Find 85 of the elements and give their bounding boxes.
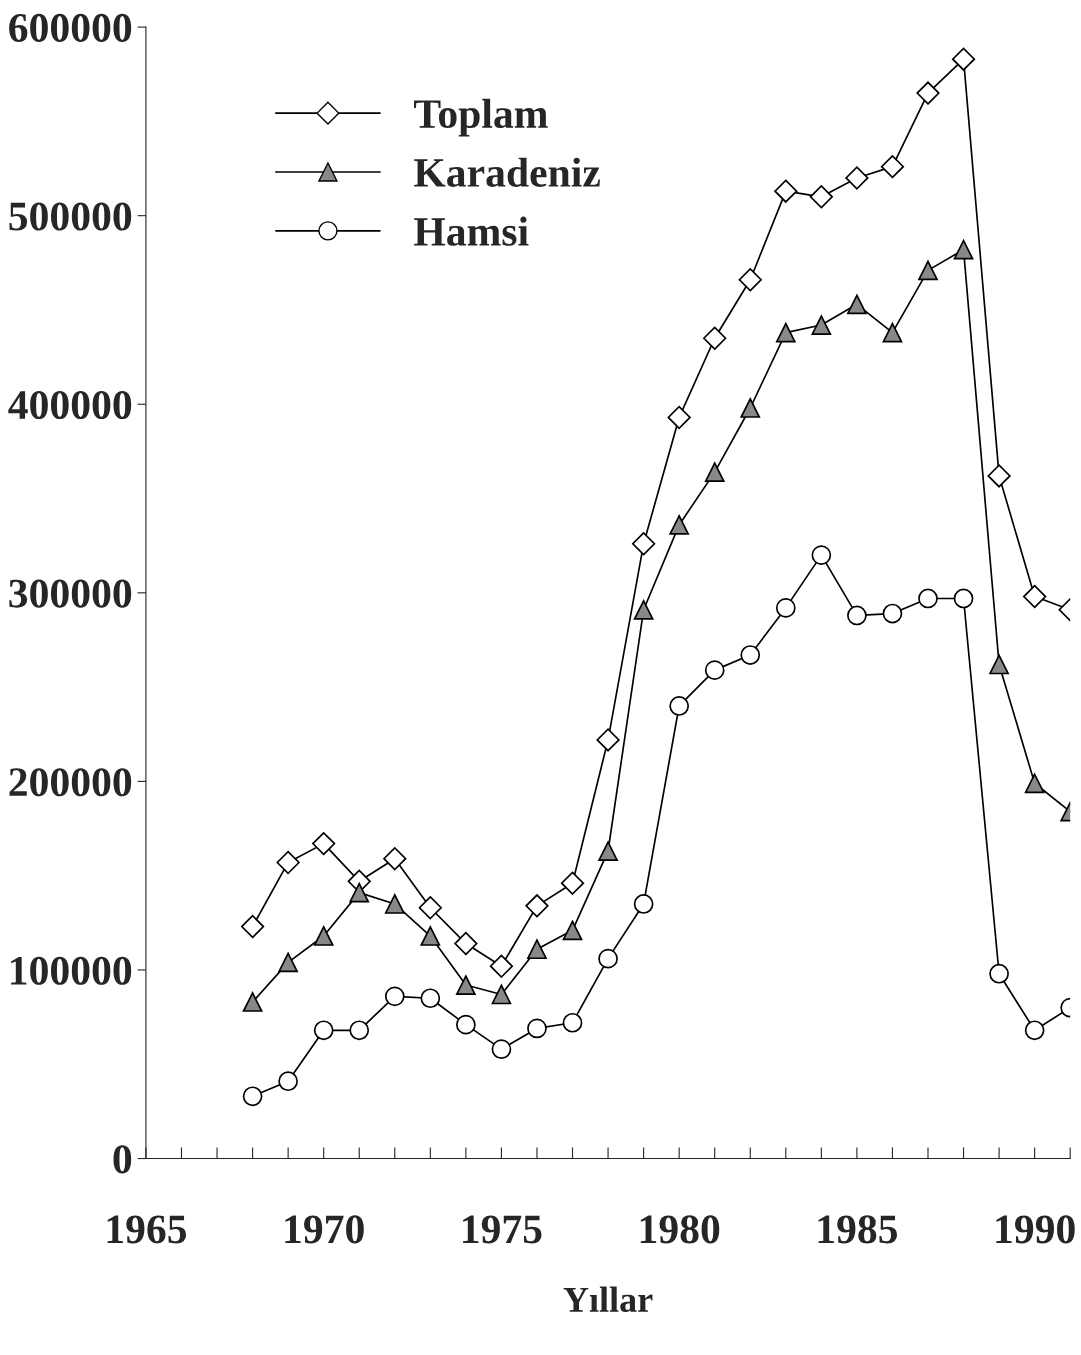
x-tick-label: 1990 [996, 1215, 1075, 1244]
point [527, 1018, 547, 1039]
point [882, 322, 903, 343]
point [313, 926, 334, 946]
point [811, 315, 832, 335]
point [1023, 584, 1047, 609]
y-tick-label: 100000 [11, 956, 132, 985]
point [489, 954, 514, 978]
point [809, 185, 833, 209]
point [989, 963, 1009, 984]
point [278, 1071, 298, 1092]
point [775, 322, 796, 343]
point [349, 1020, 370, 1041]
point [953, 588, 974, 609]
point [491, 1039, 512, 1060]
y-tick-label: 300000 [9, 579, 132, 608]
point [633, 894, 654, 914]
point [631, 532, 656, 556]
point [312, 831, 336, 856]
point [740, 398, 761, 418]
point [704, 462, 725, 482]
point [1024, 773, 1045, 794]
x-tick-label: 1965 [107, 1215, 187, 1244]
point [525, 894, 549, 918]
point [811, 545, 832, 565]
point [242, 992, 263, 1012]
point [845, 166, 869, 190]
x-axis-title: Yıllar [563, 1286, 653, 1312]
y-tick-label: 500000 [9, 202, 132, 231]
point [349, 882, 370, 903]
point [774, 179, 798, 203]
point [456, 1014, 476, 1035]
x-tick-label: 1970 [285, 1215, 364, 1244]
point [775, 598, 796, 618]
point [738, 268, 762, 292]
point [1024, 1020, 1045, 1041]
point [669, 515, 690, 535]
x-tick-label: 1980 [640, 1215, 720, 1244]
x-tick-label: 1985 [818, 1215, 898, 1244]
y-tick-label: 200000 [9, 768, 132, 797]
point [669, 696, 690, 716]
point [560, 871, 585, 895]
point [847, 294, 867, 315]
point [598, 841, 618, 862]
point [562, 920, 583, 941]
point [847, 605, 867, 626]
legend-label: Toplam [414, 98, 548, 137]
point [596, 728, 620, 752]
point [987, 464, 1011, 488]
point [882, 603, 903, 624]
x-tick-label: 1975 [463, 1215, 542, 1244]
point [276, 850, 300, 875]
point [454, 931, 478, 956]
point [420, 926, 441, 946]
point [704, 660, 725, 680]
point [420, 988, 441, 1009]
point [667, 405, 691, 430]
y-tick-label: 0 [113, 1145, 132, 1174]
point [633, 599, 654, 620]
y-tick-label: 400000 [8, 390, 132, 420]
point [880, 155, 905, 179]
point [562, 1012, 583, 1033]
point [491, 984, 512, 1005]
point [918, 588, 938, 609]
legend-label: Karadeniz [414, 157, 600, 187]
point [313, 1020, 334, 1041]
point [278, 952, 298, 973]
point [953, 239, 974, 260]
point [527, 939, 547, 960]
point [384, 986, 405, 1007]
point [989, 654, 1009, 675]
point [242, 1086, 263, 1107]
point [383, 847, 407, 871]
point [418, 896, 442, 920]
point [916, 81, 940, 105]
point [740, 645, 761, 665]
y-tick-label: 600000 [9, 13, 132, 42]
point [384, 894, 405, 914]
point [918, 260, 938, 281]
legend-label: Hamsi [414, 216, 529, 246]
point [598, 948, 618, 969]
point [240, 914, 265, 939]
point [703, 326, 727, 350]
point [951, 47, 976, 71]
point [456, 975, 476, 995]
